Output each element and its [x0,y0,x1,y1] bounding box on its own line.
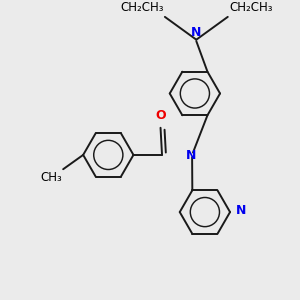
Text: N: N [191,26,202,39]
Text: N: N [236,204,246,217]
Text: N: N [186,149,197,162]
Text: CH₂CH₃: CH₂CH₃ [120,2,164,14]
Text: CH₃: CH₃ [40,171,62,184]
Text: O: O [155,110,166,122]
Text: CH₂CH₃: CH₂CH₃ [229,2,273,14]
